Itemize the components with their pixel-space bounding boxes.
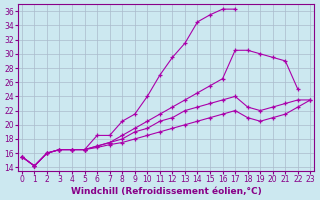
X-axis label: Windchill (Refroidissement éolien,°C): Windchill (Refroidissement éolien,°C) [71, 187, 261, 196]
